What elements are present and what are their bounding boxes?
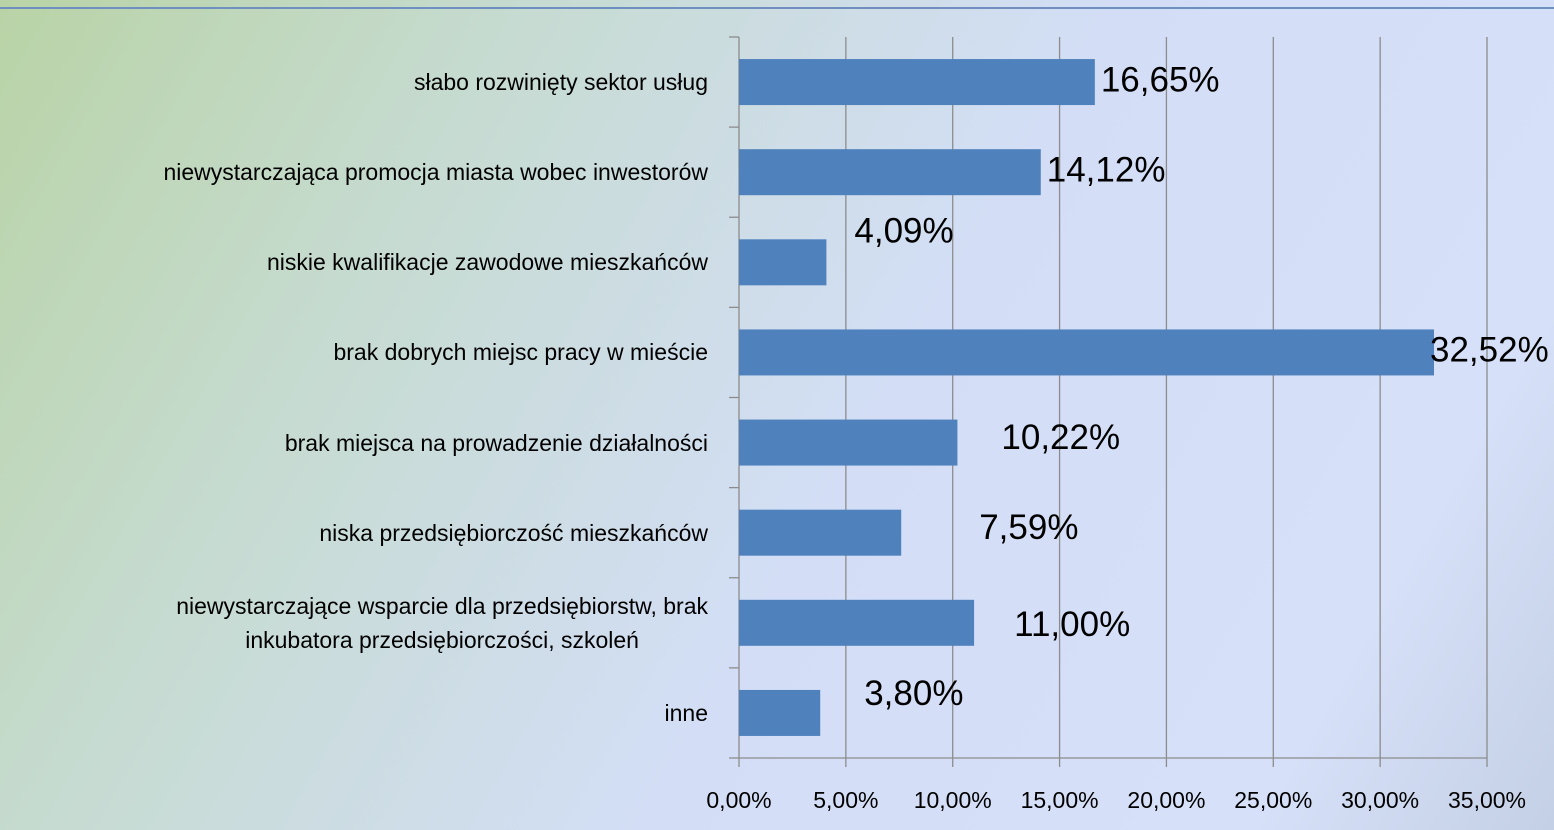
value-label: 10,22% (1001, 418, 1120, 457)
value-label: 7,59% (979, 508, 1078, 547)
category-label: brak dobrych miejsc pracy w mieście (333, 339, 708, 366)
category-label: słabo rozwinięty sektor usług (413, 69, 708, 96)
value-label: 32,52% (1430, 331, 1549, 370)
category-label: niskie kwalifikacje zawodowe mieszkańców (266, 249, 708, 276)
bar (739, 239, 827, 286)
x-tick-label: 15,00% (1021, 787, 1099, 813)
category-label: inne (664, 699, 708, 726)
value-label: 4,09% (854, 212, 953, 251)
bar (739, 149, 1041, 196)
x-tick-label: 30,00% (1341, 787, 1419, 813)
category-label: niewystarczające wsparcie dla przedsiębi… (176, 592, 708, 653)
value-label: 3,80% (864, 674, 963, 713)
value-label: 14,12% (1047, 150, 1166, 189)
bar (739, 509, 902, 556)
x-tick-label: 5,00% (813, 787, 878, 813)
value-label: 16,65% (1101, 60, 1220, 99)
category-label: niewystarczająca promocja miasta wobec i… (163, 159, 708, 186)
x-tick-label: 35,00% (1448, 787, 1526, 813)
bar (739, 599, 975, 646)
bar (739, 59, 1095, 106)
x-tick-label: 10,00% (914, 787, 992, 813)
category-label: brak miejsca na prowadzenie działalności (284, 429, 708, 456)
x-tick-label: 25,00% (1234, 787, 1312, 813)
x-tick-label: 0,00% (706, 787, 771, 813)
bar (739, 689, 821, 736)
top-border (0, 7, 1554, 9)
bar (739, 419, 958, 466)
bar (739, 329, 1434, 376)
category-label: niska przedsiębiorczość mieszkańców (319, 519, 708, 546)
x-tick-label: 20,00% (1127, 787, 1205, 813)
value-label: 11,00% (1014, 605, 1130, 644)
